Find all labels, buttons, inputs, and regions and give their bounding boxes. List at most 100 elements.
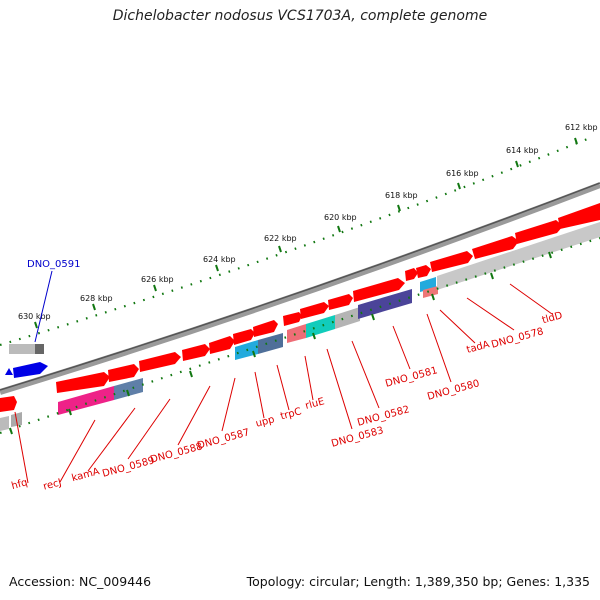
gene-label[interactable]: recJ <box>42 477 63 492</box>
gene-arrow[interactable] <box>209 336 235 354</box>
forward-strand-genes <box>0 203 600 412</box>
gene-label[interactable]: hfq <box>10 477 29 492</box>
gene-arrow[interactable] <box>233 329 255 345</box>
leader-line <box>439 309 476 344</box>
leader-line <box>304 355 314 401</box>
accession-text: Accession: NC_009446 <box>9 574 152 589</box>
gene-label[interactable]: upp <box>255 414 276 430</box>
feature-bar-steel[interactable] <box>114 378 143 400</box>
lower-ruler-ticks <box>9 251 552 435</box>
ruler-label: 620 kbp <box>324 213 357 222</box>
gene-label[interactable]: DNO_0587 <box>196 427 251 451</box>
gene-arrow[interactable] <box>515 220 563 244</box>
ruler-labels: 612 kbp 614 kbp 616 kbp 618 kbp 620 kbp … <box>18 123 598 321</box>
leader-line <box>509 283 553 315</box>
gene-label[interactable]: DNO_0582 <box>356 404 411 428</box>
leader-line <box>466 297 515 331</box>
ruler-major-tick <box>252 350 256 358</box>
gene-label[interactable]: DNO_0583 <box>330 425 385 449</box>
genome-summary: Topology: circular; Length: 1,389,350 bp… <box>246 574 590 589</box>
gene-arrow[interactable] <box>472 236 519 259</box>
ruler-major-tick <box>312 332 316 340</box>
leader-line <box>351 340 380 409</box>
leader-line <box>34 270 53 343</box>
ruler-label: 616 kbp <box>446 169 479 178</box>
ruler-major-tick <box>9 427 13 435</box>
feature-bar-magenta[interactable] <box>58 386 114 415</box>
ruler-major-tick <box>34 321 38 329</box>
feature-bar-pink[interactable] <box>287 324 306 343</box>
gene-arrow-reverse[interactable] <box>5 368 13 375</box>
gene-label[interactable]: rluE <box>304 396 326 412</box>
feature-bar-gray[interactable] <box>437 222 600 290</box>
gene-arrow[interactable] <box>416 265 431 278</box>
feature-bar[interactable] <box>0 416 9 431</box>
feature-bar-steel[interactable] <box>258 333 283 354</box>
gene-label[interactable]: DNO_0588 <box>149 441 204 465</box>
ruler-major-tick <box>574 137 578 145</box>
reverse-strand-genes <box>5 344 48 378</box>
gene-label[interactable]: tadA <box>465 339 490 356</box>
ruler-major-tick <box>548 251 552 259</box>
leader-line <box>14 411 29 484</box>
gene-arrow[interactable] <box>300 302 329 319</box>
gene-arrow[interactable] <box>253 320 278 337</box>
ruler-major-tick <box>92 303 96 311</box>
ruler-major-tick <box>68 408 72 416</box>
leader-line <box>254 371 265 419</box>
ruler-major-tick <box>371 313 375 321</box>
gene-arrow[interactable] <box>328 294 353 310</box>
leader-line <box>59 419 96 483</box>
gene-bar-gray-dark[interactable] <box>35 344 44 354</box>
genome-backbone-edge <box>0 182 600 391</box>
gene-arrow[interactable] <box>139 352 181 372</box>
gene-label[interactable]: trpC <box>279 406 302 422</box>
leader-line <box>177 385 211 446</box>
gene-label[interactable]: DNO_0580 <box>426 378 481 402</box>
feature-bar-gray[interactable] <box>335 307 360 329</box>
feature-bar-indigo[interactable] <box>358 289 412 319</box>
ruler-major-tick <box>515 160 519 168</box>
leader-line <box>392 325 411 370</box>
lower-leaders <box>14 283 553 484</box>
gene-label[interactable]: DNO_0591 <box>27 259 81 270</box>
ruler-label: 624 kbp <box>203 255 236 264</box>
ruler-label: 622 kbp <box>264 234 297 243</box>
gene-arrow[interactable] <box>182 344 210 361</box>
gene-label[interactable]: tldD <box>541 310 564 326</box>
gene-arrow[interactable] <box>0 396 17 412</box>
gene-label[interactable]: DNO_0581 <box>384 365 439 389</box>
ruler-major-tick <box>457 182 461 190</box>
gene-arrow[interactable] <box>558 203 600 229</box>
ruler-major-tick <box>153 284 157 292</box>
gene-arrow[interactable] <box>353 278 405 302</box>
gene-arrow[interactable] <box>108 364 139 382</box>
gene-arrow[interactable] <box>430 251 473 272</box>
gene-label[interactable]: kamA <box>71 466 101 484</box>
gene-label[interactable]: DNO_0578 <box>490 326 545 350</box>
gene-bar-gray[interactable] <box>9 344 44 354</box>
ruler-major-tick <box>337 225 341 233</box>
ruler-major-tick <box>490 272 494 280</box>
gene-arrow[interactable] <box>283 312 302 326</box>
genome-backbone <box>0 182 600 395</box>
ruler-label: 626 kbp <box>141 275 174 284</box>
ruler-label: 618 kbp <box>385 191 418 200</box>
gene-arrow-reverse[interactable] <box>13 362 48 378</box>
leader-line <box>426 313 452 383</box>
ruler-major-tick <box>215 264 219 272</box>
leader-line <box>87 407 136 472</box>
ruler-label: 630 kbp <box>18 312 51 321</box>
gene-arrow[interactable] <box>405 268 418 281</box>
map-title: Dichelobacter nodosus VCS1703A, complete… <box>112 8 488 24</box>
upper-ruler <box>0 136 591 347</box>
leader-line <box>276 364 290 411</box>
ruler-major-tick <box>431 293 435 301</box>
ruler-major-tick <box>126 389 130 397</box>
gene-arrow[interactable] <box>56 372 110 393</box>
feature-bar-cyan[interactable] <box>306 315 335 338</box>
feature-bar-pink[interactable] <box>423 286 438 298</box>
leader-line <box>221 377 236 432</box>
ruler-major-tick <box>278 245 282 253</box>
